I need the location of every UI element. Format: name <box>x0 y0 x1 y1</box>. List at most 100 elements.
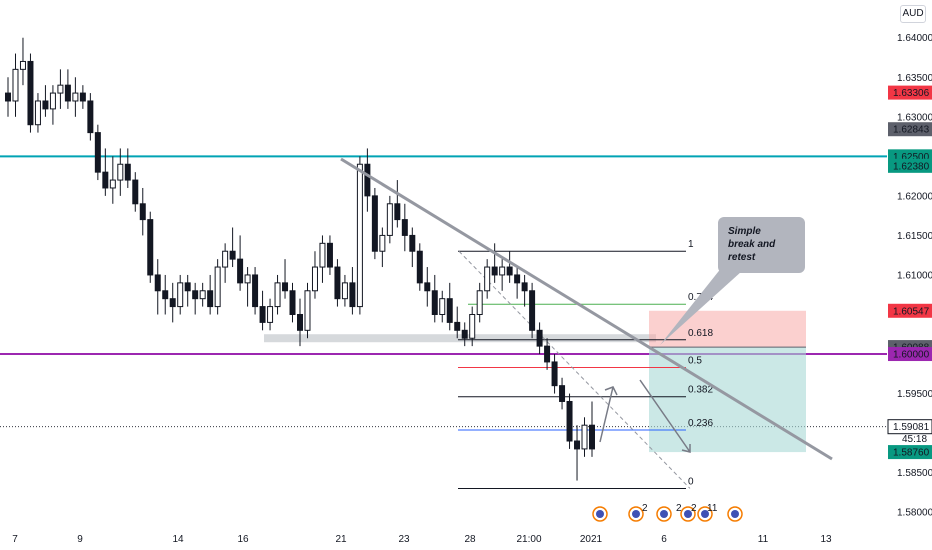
candle[interactable] <box>319 242 326 268</box>
candle[interactable] <box>169 298 176 308</box>
candle[interactable] <box>469 313 476 339</box>
candle[interactable] <box>536 329 543 347</box>
candle[interactable] <box>199 290 206 300</box>
candle[interactable] <box>162 290 169 300</box>
candle[interactable] <box>521 282 528 292</box>
candle[interactable] <box>132 179 139 205</box>
candle[interactable] <box>72 92 79 102</box>
candle[interactable] <box>139 203 146 221</box>
candle[interactable] <box>49 92 56 110</box>
candle[interactable] <box>117 163 124 181</box>
currency-chip[interactable]: AUD <box>900 5 926 23</box>
candle[interactable] <box>401 219 408 236</box>
candle[interactable] <box>222 250 229 268</box>
candle[interactable] <box>184 282 191 292</box>
candle[interactable] <box>94 132 101 173</box>
candle[interactable] <box>416 250 423 284</box>
callout-pointer <box>660 262 752 345</box>
candle[interactable] <box>289 290 296 315</box>
candle[interactable] <box>386 203 393 236</box>
candle[interactable] <box>424 282 431 292</box>
candle[interactable] <box>109 179 116 189</box>
candle[interactable] <box>431 290 438 315</box>
candle[interactable] <box>42 100 49 110</box>
price-label-text: 1.62843 <box>893 125 930 136</box>
candle[interactable] <box>177 282 184 308</box>
price-label-chip <box>888 85 932 100</box>
candle[interactable] <box>237 258 244 284</box>
price-label-text: 1.58760 <box>893 448 930 459</box>
candle[interactable] <box>356 163 363 308</box>
candle[interactable] <box>229 250 236 260</box>
candle[interactable] <box>79 92 86 102</box>
candle[interactable] <box>566 400 573 442</box>
price-label-chip <box>887 419 932 435</box>
candle[interactable] <box>349 282 356 308</box>
candle[interactable] <box>409 234 416 252</box>
price-label-text: 1.60547 <box>893 306 930 317</box>
candle[interactable] <box>12 68 19 102</box>
candle[interactable] <box>27 60 34 126</box>
candle[interactable] <box>461 329 468 339</box>
candle[interactable] <box>154 274 161 292</box>
candle[interactable] <box>244 274 251 284</box>
candle[interactable] <box>499 266 506 276</box>
candle[interactable] <box>252 274 259 308</box>
price-tick-label: 1.58500 <box>897 468 932 479</box>
candle[interactable] <box>334 266 341 300</box>
support-zone[interactable] <box>264 334 656 343</box>
candle[interactable] <box>214 266 221 308</box>
candle[interactable] <box>491 266 498 276</box>
candle[interactable] <box>192 290 199 300</box>
candle[interactable] <box>34 100 41 126</box>
candle[interactable] <box>529 290 536 331</box>
candle[interactable] <box>484 266 491 292</box>
candle[interactable] <box>364 163 371 197</box>
stop-zone[interactable] <box>649 310 806 348</box>
candle[interactable] <box>102 171 109 189</box>
candle[interactable] <box>371 195 378 252</box>
callout-box[interactable] <box>718 217 805 273</box>
candle[interactable] <box>282 282 289 292</box>
candle[interactable] <box>57 84 64 94</box>
candle[interactable] <box>5 92 11 102</box>
candle[interactable] <box>589 424 595 450</box>
candle[interactable] <box>379 234 386 252</box>
countdown-label: 45:18 <box>902 434 927 445</box>
candle[interactable] <box>259 306 266 323</box>
candle[interactable] <box>574 440 581 450</box>
candle[interactable] <box>506 266 513 276</box>
candle[interactable] <box>544 345 551 363</box>
candle[interactable] <box>124 163 131 181</box>
candle[interactable] <box>439 298 446 315</box>
candle[interactable] <box>581 424 588 450</box>
candle[interactable] <box>147 219 154 276</box>
candle[interactable] <box>64 84 71 102</box>
candle[interactable] <box>341 282 348 300</box>
candle[interactable] <box>19 60 26 70</box>
candle[interactable] <box>476 290 483 315</box>
price-label-chip <box>888 445 932 460</box>
price-tick-label: 1.58000 <box>897 508 932 519</box>
candle[interactable] <box>311 266 318 292</box>
candle[interactable] <box>326 242 333 268</box>
candle[interactable] <box>304 290 311 331</box>
candle[interactable] <box>559 385 566 402</box>
fib-level-label: 0.5 <box>688 355 702 366</box>
price-label-text: 1.63306 <box>893 88 930 99</box>
candle[interactable] <box>394 203 401 221</box>
candle[interactable] <box>446 298 453 323</box>
candle[interactable] <box>274 282 281 308</box>
event-icon-inner <box>701 510 709 518</box>
candle[interactable] <box>297 313 303 331</box>
candle[interactable] <box>267 306 274 323</box>
candle[interactable] <box>87 100 94 134</box>
candle[interactable] <box>207 290 214 308</box>
candle[interactable] <box>551 361 558 387</box>
fib-trend-line <box>458 250 691 489</box>
candle[interactable] <box>454 321 461 331</box>
candle[interactable] <box>514 274 521 284</box>
trend-line[interactable] <box>340 157 833 461</box>
